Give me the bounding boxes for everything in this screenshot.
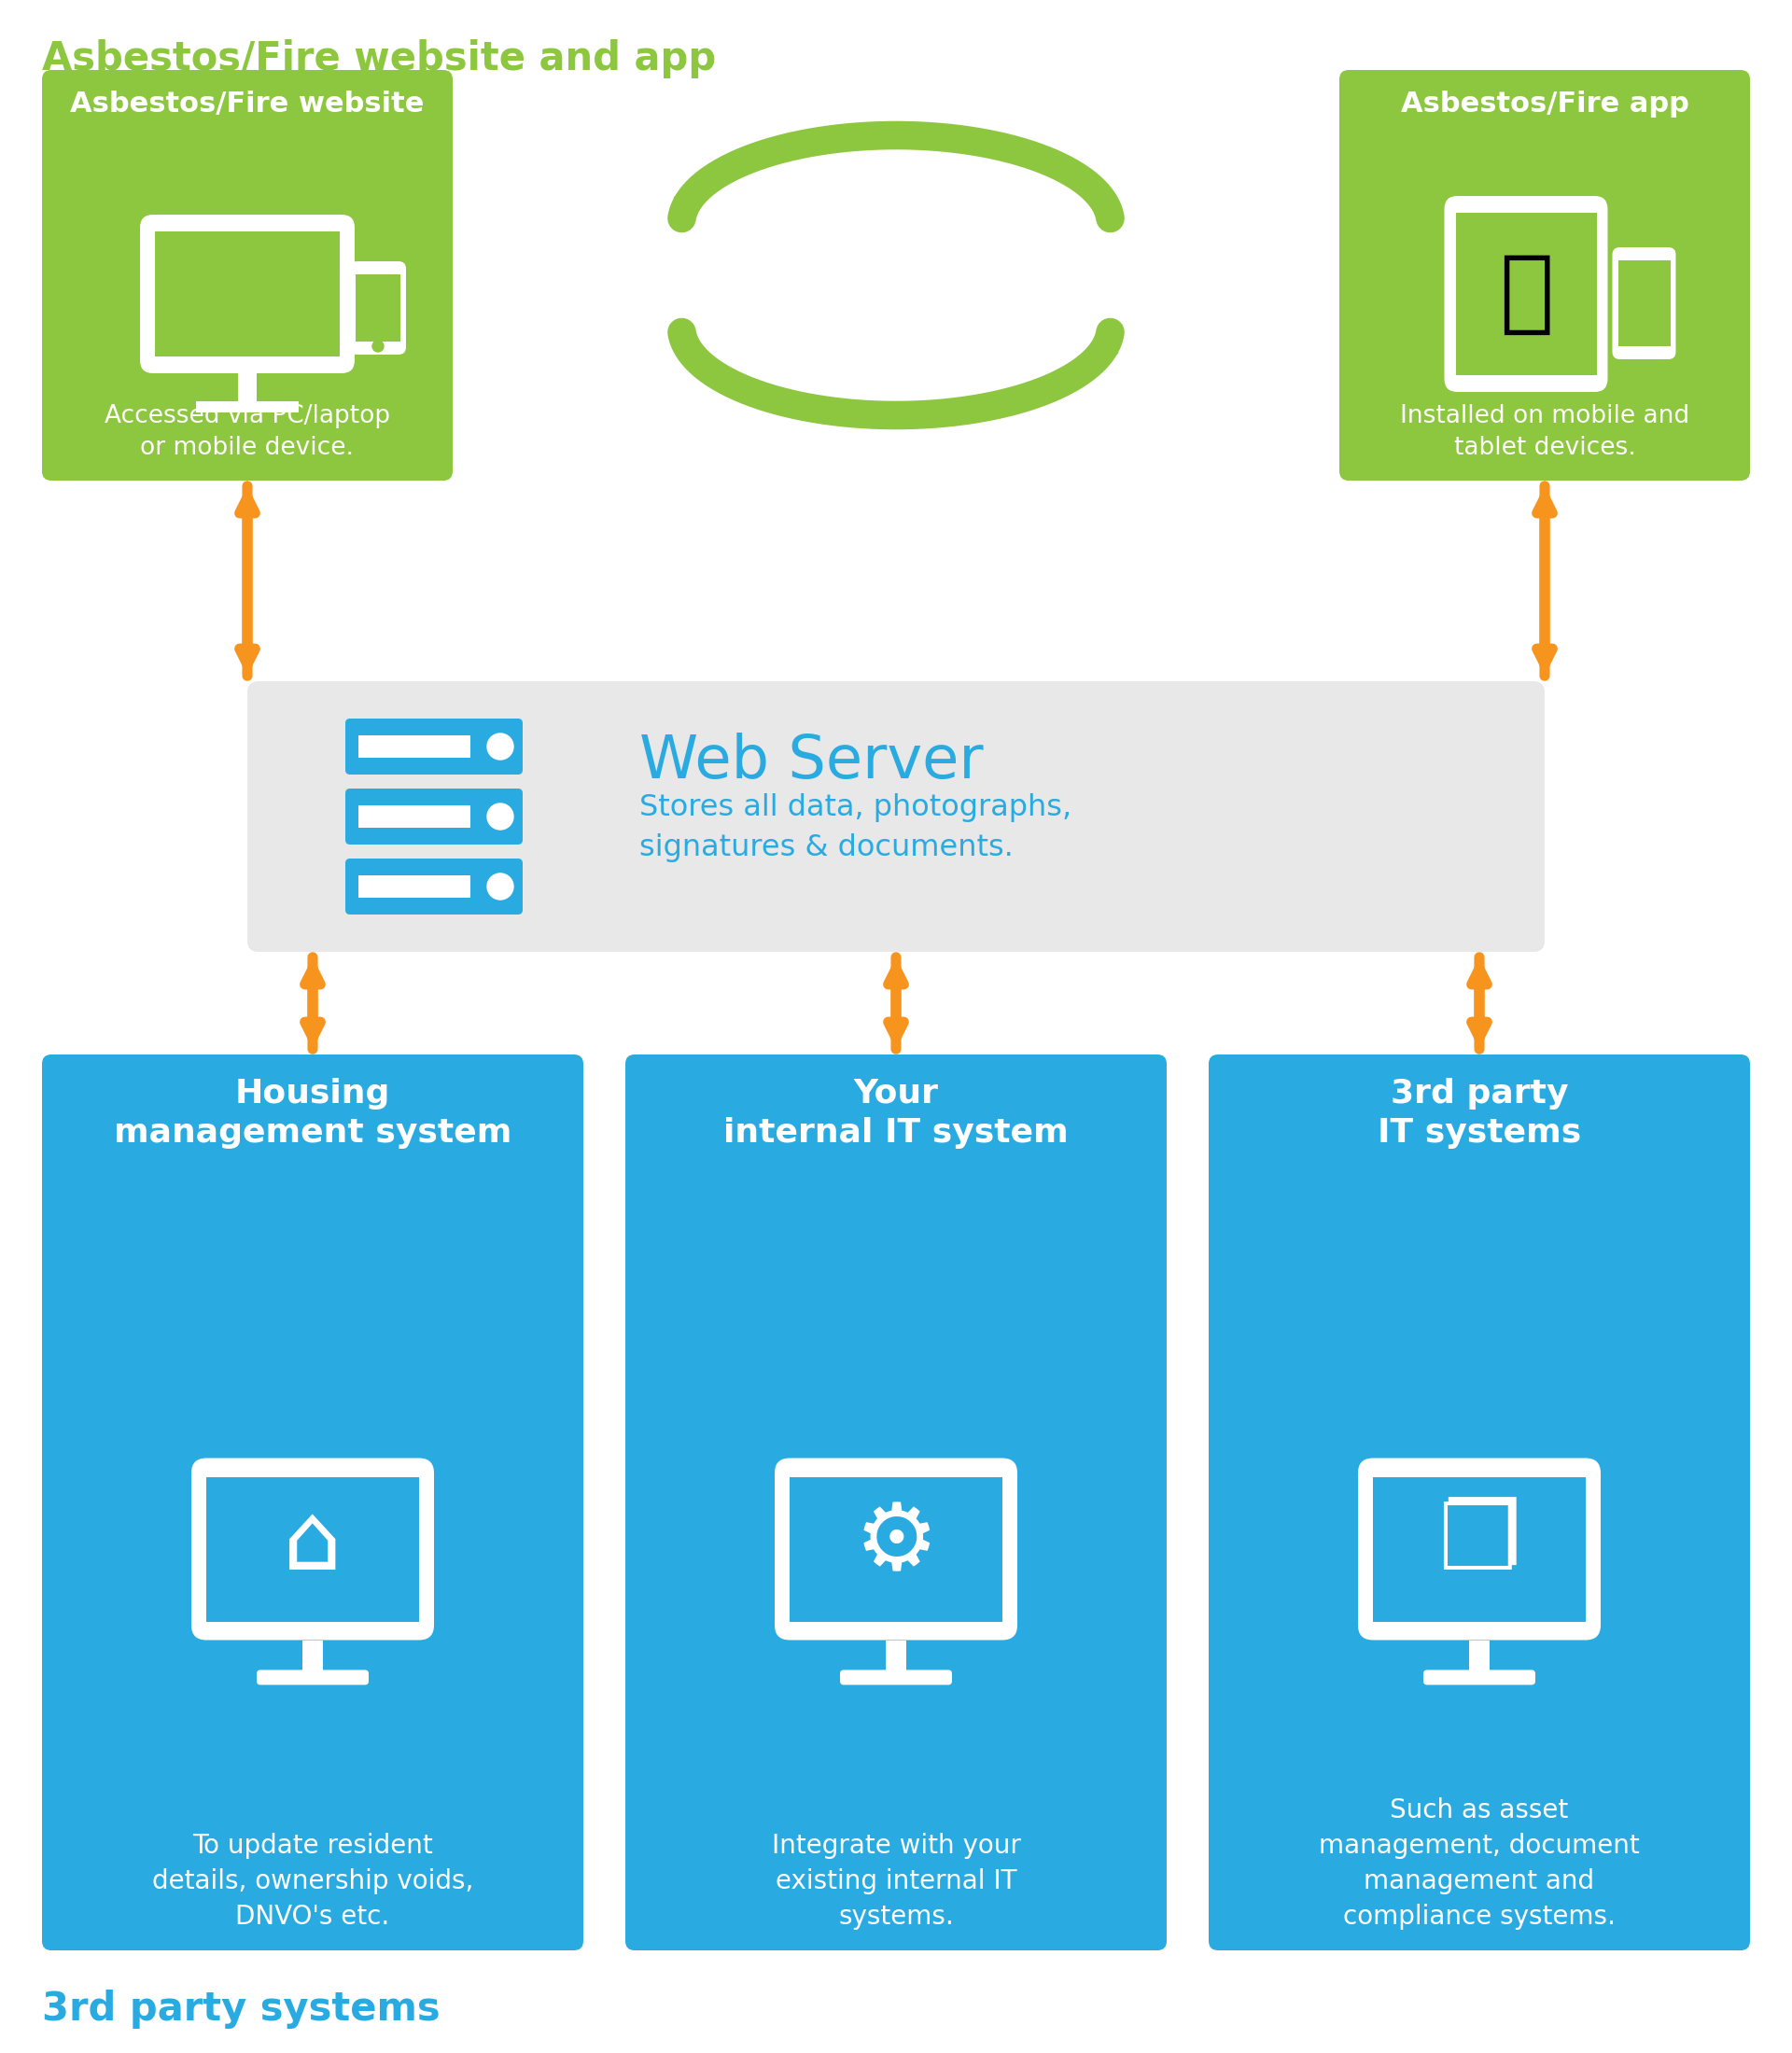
Bar <box>358 875 470 897</box>
Bar <box>358 805 470 827</box>
FancyBboxPatch shape <box>774 1458 1018 1640</box>
Text: 3rd party systems: 3rd party systems <box>41 1989 441 2028</box>
FancyBboxPatch shape <box>256 1669 369 1686</box>
Bar <box>355 275 400 341</box>
FancyBboxPatch shape <box>346 719 523 774</box>
FancyBboxPatch shape <box>1358 1458 1600 1640</box>
Text: Integrate with your
existing internal IT
systems.: Integrate with your existing internal IT… <box>772 1833 1020 1930</box>
Text: 👍: 👍 <box>1498 250 1554 337</box>
FancyBboxPatch shape <box>346 858 523 914</box>
Text: ❐: ❐ <box>1437 1499 1521 1589</box>
Bar <box>1469 1640 1489 1669</box>
Text: Stores all data, photographs,
signatures & documents.: Stores all data, photographs, signatures… <box>640 792 1072 862</box>
Text: To update resident
details, ownership voids,
DNVO's etc.: To update resident details, ownership vo… <box>152 1833 473 1930</box>
FancyBboxPatch shape <box>1444 195 1607 392</box>
Bar <box>206 1476 419 1622</box>
Text: ⚙: ⚙ <box>855 1499 937 1589</box>
Text: Asbestos/Fire app: Asbestos/Fire app <box>1401 90 1688 117</box>
Text: Housing
management system: Housing management system <box>113 1078 513 1150</box>
Bar <box>1373 1476 1586 1622</box>
Circle shape <box>487 873 513 899</box>
Text: Asbestos/Fire website and app: Asbestos/Fire website and app <box>41 39 717 78</box>
FancyBboxPatch shape <box>1613 246 1676 359</box>
FancyBboxPatch shape <box>1339 70 1751 480</box>
FancyBboxPatch shape <box>1423 1669 1536 1686</box>
FancyBboxPatch shape <box>349 261 407 355</box>
Text: Installed on mobile and
tablet devices.: Installed on mobile and tablet devices. <box>1400 404 1690 460</box>
Bar <box>195 400 299 413</box>
FancyBboxPatch shape <box>140 216 355 374</box>
FancyBboxPatch shape <box>41 1055 584 1950</box>
Bar <box>1455 214 1597 376</box>
Bar <box>358 735 470 758</box>
Bar <box>154 232 340 357</box>
Text: Such as asset
management, document
management and
compliance systems.: Such as asset management, document manag… <box>1319 1798 1640 1930</box>
Text: ⌂: ⌂ <box>283 1499 342 1589</box>
Bar <box>790 1476 1002 1622</box>
Circle shape <box>487 733 513 760</box>
Bar <box>238 374 256 400</box>
Circle shape <box>487 803 513 829</box>
Text: Your
internal IT system: Your internal IT system <box>724 1078 1068 1150</box>
Bar <box>885 1640 907 1669</box>
Bar <box>303 1640 323 1669</box>
FancyBboxPatch shape <box>192 1458 434 1640</box>
FancyBboxPatch shape <box>41 70 453 480</box>
Text: Accessed via PC/laptop
or mobile device.: Accessed via PC/laptop or mobile device. <box>104 404 391 460</box>
FancyBboxPatch shape <box>247 682 1545 953</box>
FancyBboxPatch shape <box>1208 1055 1751 1950</box>
FancyBboxPatch shape <box>625 1055 1167 1950</box>
Text: Asbestos/Fire website: Asbestos/Fire website <box>70 90 425 117</box>
FancyBboxPatch shape <box>840 1669 952 1686</box>
Text: Web Server: Web Server <box>640 733 984 790</box>
Bar <box>1618 261 1670 347</box>
FancyBboxPatch shape <box>346 788 523 844</box>
Circle shape <box>373 341 383 351</box>
Text: 3rd party
IT systems: 3rd party IT systems <box>1378 1078 1581 1150</box>
